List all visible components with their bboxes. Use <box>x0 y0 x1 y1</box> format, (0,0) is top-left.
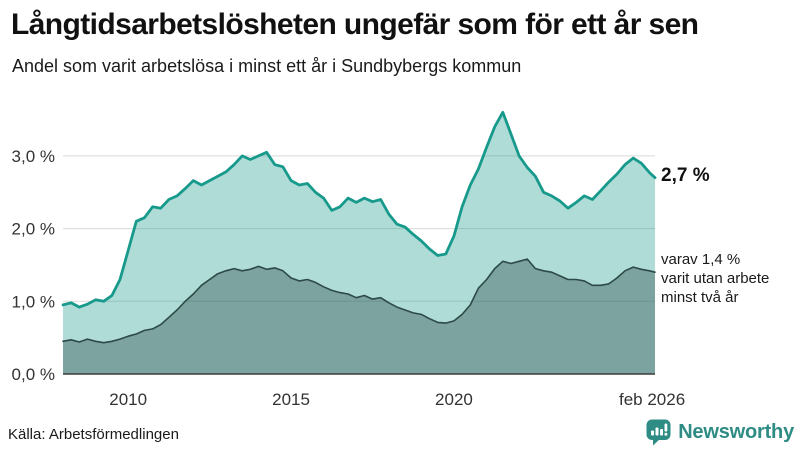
chart-area: 0,0 % 1,0 % 2,0 % 3,0 % 2010 2015 2020 feb 2026 <box>0 95 800 425</box>
unemployment-area-chart: 0,0 % 1,0 % 2,0 % 3,0 % 2010 2015 2020 feb 2026 <box>12 110 685 409</box>
page-title: Långtidsarbetslösheten ungefär som för e… <box>11 8 699 41</box>
newsworthy-logo-icon <box>646 419 671 446</box>
x-axis-tick-label: 2010 <box>109 390 147 409</box>
annotation-line-2: varit utan arbete <box>661 270 770 287</box>
newsworthy-brand: Newsworthy <box>645 418 794 446</box>
chart-subtitle: Andel som varit arbetslösa i minst ett å… <box>12 56 522 76</box>
secondary-series-annotation: varav 1,4 % varit utan arbete minst två … <box>661 250 769 307</box>
y-axis-tick-label: 0,0 % <box>12 365 55 384</box>
two-year-area-fill <box>63 259 655 374</box>
x-axis-tick-label: feb 2026 <box>619 390 685 409</box>
source-caption: Källa: Arbetsförmedlingen <box>8 426 179 443</box>
y-axis-tick-label: 3,0 % <box>12 147 55 166</box>
y-axis-tick-label: 1,0 % <box>12 292 55 311</box>
end-value-annotation: 2,7 % <box>661 165 710 186</box>
x-axis-tick-label: 2020 <box>435 390 473 409</box>
two-year-series-line <box>62 258 656 344</box>
total-series-line <box>61 110 657 309</box>
x-axis-tick-label: 2015 <box>272 390 310 409</box>
annotation-line-3: minst två år <box>661 289 739 306</box>
annotation-line-1: varav 1,4 % <box>661 251 741 268</box>
total-area-fill <box>63 112 655 375</box>
y-axis-tick-label: 2,0 % <box>12 220 55 239</box>
newsworthy-wordmark: Newsworthy <box>678 420 794 443</box>
